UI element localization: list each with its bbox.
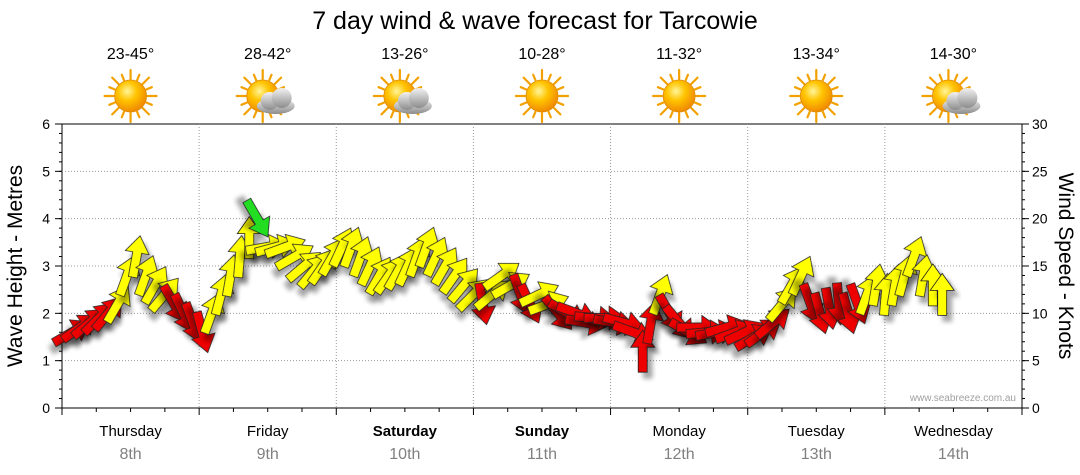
credit-label: www.seabreeze.com.au [909,393,1016,404]
left-tick-label: 1 [42,353,50,369]
day-date-label: 13th [801,446,832,463]
temperature-range-label: 14-30° [930,46,977,63]
day-name-label: Friday [247,423,289,440]
day-date-label: 10th [389,446,420,463]
temperature-range-label: 13-26° [381,46,428,63]
right-tick-label: 30 [1032,116,1048,132]
sun-cloud-icon [372,68,432,124]
left-tick-label: 6 [42,116,50,132]
temperature-range-label: 11-32° [656,46,702,63]
grid-lines [62,124,1022,408]
left-tick-label: 0 [42,400,50,416]
left-tick-label: 3 [42,258,50,274]
left-tick-label: 2 [42,305,50,321]
day-date-label: 11th [527,446,557,463]
day-date-label: 14th [938,446,969,463]
sun-icon [514,68,570,124]
wind-arrow [753,308,790,341]
day-labels: Thursday 8th Friday 9th Saturday 10th Sunday 11… [61,408,1023,463]
day-date-label: 9th [257,446,279,463]
left-tick-label: 5 [42,163,50,179]
right-tick-label: 5 [1032,353,1040,369]
left-tick-label: 4 [42,211,50,227]
wind-arrows [51,197,955,373]
right-tick-label: 25 [1032,163,1048,179]
day-name-label: Saturday [373,423,438,440]
right-tick-label: 10 [1032,305,1048,321]
chart-title: 7 day wind & wave forecast for Tarcowie [312,7,758,35]
wind-arrow [929,272,955,316]
day-name-label: Monday [652,423,706,440]
sun-icon [789,68,844,124]
temperature-range-label: 23-45° [107,46,154,63]
day-name-label: Tuesday [788,423,845,440]
day-name-label: Thursday [99,423,162,440]
day-date-label: 12th [664,446,695,463]
left-axis: 0 1 2 3 4 5 6 [42,116,62,416]
temperature-range-label: 28-42° [244,46,291,63]
sun-icon [652,68,707,124]
left-axis-title: Wave Height - Metres [4,165,27,367]
wind-arrow [787,255,815,297]
wind-arrow [242,197,271,238]
right-axis: 0 5 10 15 20 25 30 [1022,116,1048,416]
right-tick-label: 15 [1032,258,1048,274]
sun-cloud-icon [235,68,295,124]
sun-cloud-icon [921,68,981,124]
day-forecast-headers: 23-45° 28-42° 13-26° 10-28° 11-32° 13-34° 14-3… [103,46,981,124]
right-axis-title: Wind Speed - Knots [1054,173,1077,360]
day-name-label: Wednesday [914,423,993,440]
day-date-label: 8th [119,446,141,463]
right-tick-label: 20 [1032,211,1048,227]
temperature-range-label: 13-34° [793,46,840,63]
sun-icon [103,68,158,124]
temperature-range-label: 10-28° [518,46,565,63]
day-name-label: Sunday [515,423,570,440]
wind-arrow [124,235,150,279]
right-tick-label: 0 [1032,400,1040,416]
